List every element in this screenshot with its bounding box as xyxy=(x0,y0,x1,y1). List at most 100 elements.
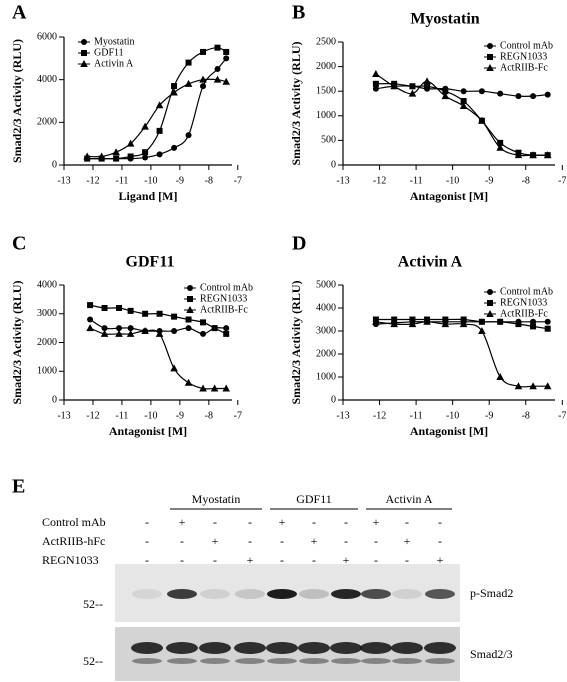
data-point xyxy=(497,139,504,146)
x-tick-label: -9 xyxy=(485,410,493,421)
treatment-sign: - xyxy=(344,515,348,529)
data-point xyxy=(97,152,106,160)
y-tick-label: 6000 xyxy=(37,31,57,42)
treatment-sign: + xyxy=(343,553,350,567)
data-point xyxy=(200,330,207,337)
data-point xyxy=(126,139,135,147)
band xyxy=(425,589,455,599)
data-point xyxy=(127,153,134,160)
legend-marker xyxy=(487,289,493,295)
data-point xyxy=(223,55,230,62)
x-tick-label: -10 xyxy=(446,175,459,186)
x-tick-label: -12 xyxy=(373,175,386,186)
data-point xyxy=(408,320,417,328)
y-tick-label: 4000 xyxy=(37,279,57,290)
band xyxy=(361,589,391,599)
row-label: REGN1033 xyxy=(42,553,99,567)
data-point xyxy=(391,316,398,323)
band xyxy=(166,642,198,654)
band xyxy=(392,589,422,599)
band xyxy=(199,642,231,654)
data-point xyxy=(200,319,207,326)
data-point xyxy=(409,83,416,90)
legend-marker xyxy=(487,54,493,60)
treatment-sign: + xyxy=(279,515,286,529)
y-tick-label: 0 xyxy=(52,159,57,170)
data-point xyxy=(529,382,537,390)
x-tick-label: -7 xyxy=(234,175,242,186)
row-label: Control mAb xyxy=(42,515,106,529)
band xyxy=(299,658,329,664)
group-label: GDF11 xyxy=(296,492,332,506)
x-tick-label: -8 xyxy=(205,410,213,421)
legend-marker xyxy=(487,43,493,49)
data-point xyxy=(116,305,123,311)
band xyxy=(266,642,298,654)
y-tick-label: 2000 xyxy=(37,337,57,348)
x-tick-label: -13 xyxy=(336,410,349,421)
data-point xyxy=(460,98,467,105)
data-point xyxy=(171,328,178,334)
treatment-sign: + xyxy=(311,534,318,548)
y-tick-label: 0 xyxy=(331,394,336,405)
data-point xyxy=(141,327,149,334)
data-point xyxy=(170,88,178,96)
data-point xyxy=(544,318,551,325)
data-point xyxy=(441,92,450,100)
data-point xyxy=(185,132,192,139)
band xyxy=(267,658,297,664)
band-label: Smad2/3 xyxy=(470,647,513,661)
x-axis-label: Antagonist [M] xyxy=(410,189,488,203)
legend-label: ActRIIB-Fc xyxy=(200,304,248,315)
y-axis-label: Smad2/3 Activity (RLU) xyxy=(10,39,24,163)
data-point xyxy=(222,384,231,392)
data-point xyxy=(155,329,164,337)
legend-marker xyxy=(187,285,193,291)
data-point xyxy=(185,59,192,66)
legend-label: REGN1033 xyxy=(500,297,547,308)
treatment-sign: - xyxy=(248,534,252,548)
data-point xyxy=(211,325,218,332)
y-tick-label: 1000 xyxy=(316,371,336,382)
treatment-sign: - xyxy=(180,534,184,548)
data-point xyxy=(496,143,504,151)
treatment-sign: - xyxy=(213,553,217,567)
data-point xyxy=(442,316,449,323)
data-point xyxy=(408,89,417,97)
data-point xyxy=(478,327,486,334)
legend-label: Activin A xyxy=(94,58,134,69)
legend-label: Control mAb xyxy=(200,282,253,293)
data-point xyxy=(86,324,94,332)
data-point xyxy=(223,48,230,55)
treatment-sign: + xyxy=(179,515,186,529)
x-tick-label: -10 xyxy=(144,175,157,186)
data-point xyxy=(497,90,504,97)
x-tick-label: -13 xyxy=(57,410,70,421)
data-point xyxy=(142,310,149,317)
band xyxy=(235,589,265,599)
panel-letter: B xyxy=(292,2,305,24)
y-tick-label: 0 xyxy=(331,159,336,170)
data-point xyxy=(530,93,537,100)
data-point xyxy=(87,302,94,309)
data-point xyxy=(530,323,537,330)
data-point xyxy=(142,149,149,156)
y-tick-label: 2000 xyxy=(37,117,57,128)
treatment-sign: - xyxy=(344,534,348,548)
legend-label: REGN1033 xyxy=(500,51,547,62)
band xyxy=(425,658,455,664)
row-label: ActRIIB-hFc xyxy=(42,534,105,548)
data-point xyxy=(185,325,192,332)
band xyxy=(132,658,162,664)
data-point xyxy=(529,151,537,159)
y-axis-label: Smad2/3 Activity (RLU) xyxy=(10,281,24,405)
y-axis-label: Smad2/3 Activity (RLU) xyxy=(289,42,303,166)
band xyxy=(200,658,230,664)
legend-marker xyxy=(486,64,494,71)
data-point xyxy=(372,69,380,77)
treatment-sign: - xyxy=(213,515,217,529)
data-point xyxy=(87,316,94,323)
data-point xyxy=(142,154,149,161)
x-tick-label: -9 xyxy=(485,175,493,186)
